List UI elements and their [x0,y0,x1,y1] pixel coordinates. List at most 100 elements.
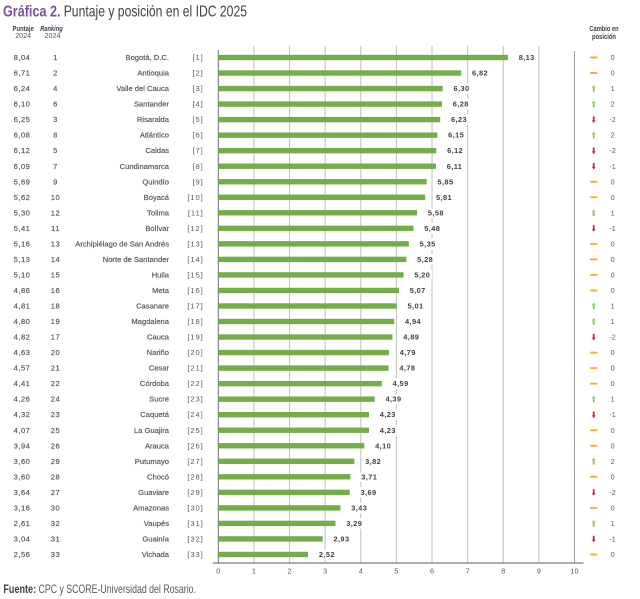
svg-text:6: 6 [53,100,58,109]
svg-text:4,86: 4,86 [14,286,31,295]
svg-text:4: 4 [359,566,363,575]
svg-text:0: 0 [611,286,615,295]
svg-text:[7]: [7] [192,146,203,155]
svg-text:2,61: 2,61 [14,519,31,528]
svg-text:4,26: 4,26 [14,395,31,404]
svg-text:4,07: 4,07 [14,426,31,435]
svg-text:17: 17 [51,333,60,342]
svg-text:5,16: 5,16 [14,239,31,248]
svg-text:28: 28 [51,472,60,481]
svg-text:4,89: 4,89 [403,333,419,342]
svg-text:4,10: 4,10 [375,441,391,450]
svg-text:5,13: 5,13 [14,255,31,264]
svg-text:6,24: 6,24 [14,84,31,93]
svg-text:0: 0 [611,379,615,388]
svg-text:4,23: 4,23 [380,410,396,419]
svg-text:Meta: Meta [152,286,170,295]
svg-text:7: 7 [466,566,470,575]
svg-text:2024: 2024 [45,31,61,40]
svg-text:[6]: [6] [192,131,203,140]
svg-text:[22]: [22] [187,379,203,388]
svg-text:-2: -2 [609,333,615,342]
svg-text:26: 26 [51,441,60,450]
svg-text:[29]: [29] [187,488,203,497]
svg-text:0: 0 [611,364,615,373]
svg-text:5,28: 5,28 [417,255,433,264]
svg-text:5,41: 5,41 [14,224,31,233]
svg-text:Cambio en: Cambio en [589,24,618,33]
svg-text:Norte de Santander: Norte de Santander [103,255,170,264]
svg-text:6,71: 6,71 [14,69,31,78]
svg-text:8,04: 8,04 [14,53,31,62]
svg-text:3,60: 3,60 [14,472,31,481]
svg-text:[2]: [2] [192,69,203,78]
svg-text:Putumayo: Putumayo [135,457,169,466]
svg-text:Gráfica 2.: Gráfica 2. [3,3,61,20]
svg-text:Caldas: Caldas [145,146,169,155]
svg-text:Cauca: Cauca [147,333,170,342]
svg-text:9: 9 [537,566,541,575]
svg-text:32: 32 [51,519,60,528]
svg-text:0: 0 [611,441,615,450]
svg-text:3,94: 3,94 [14,441,31,450]
svg-text:Amazonas: Amazonas [133,503,169,512]
svg-text:3,43: 3,43 [351,503,367,512]
svg-text:5,20: 5,20 [414,270,430,279]
svg-text:[3]: [3] [192,84,203,93]
svg-text:2,52: 2,52 [319,550,335,559]
svg-text:4,81: 4,81 [14,302,31,311]
svg-text:[9]: [9] [192,177,203,186]
svg-text:Bogotá, D.C.: Bogotá, D.C. [126,53,169,62]
svg-text:29: 29 [51,457,60,466]
svg-text:[5]: [5] [192,115,203,124]
svg-text:Arauca: Arauca [145,441,170,450]
svg-text:5,35: 5,35 [420,239,436,248]
svg-text:4,41: 4,41 [14,379,31,388]
svg-text:10: 10 [571,566,579,575]
svg-text:5,01: 5,01 [408,302,424,311]
svg-text:Fuente:: Fuente: [3,583,36,596]
svg-text:Vichada: Vichada [142,550,170,559]
svg-text:25: 25 [51,426,60,435]
svg-text:[30]: [30] [187,503,203,512]
svg-text:[25]: [25] [187,426,203,435]
svg-text:0: 0 [216,566,220,575]
svg-text:Guaviare: Guaviare [138,488,169,497]
svg-text:0: 0 [611,550,615,559]
svg-text:0: 0 [611,426,615,435]
svg-text:posición: posición [592,32,616,41]
svg-text:4,32: 4,32 [14,410,31,419]
svg-text:[18]: [18] [187,317,203,326]
svg-text:Sucre: Sucre [149,395,169,404]
svg-text:2: 2 [611,457,615,466]
svg-text:7: 7 [53,162,58,171]
svg-text:5,85: 5,85 [437,177,453,186]
svg-text:9: 9 [53,177,58,186]
svg-text:4,59: 4,59 [393,379,409,388]
svg-text:14: 14 [51,255,60,264]
svg-text:[31]: [31] [187,519,203,528]
svg-text:6,10: 6,10 [14,100,31,109]
svg-text:Puntaje: Puntaje [13,24,34,33]
svg-text:3,29: 3,29 [346,519,362,528]
svg-text:4,80: 4,80 [14,317,31,326]
svg-text:5: 5 [53,146,58,155]
svg-text:13: 13 [51,239,60,248]
svg-text:6,82: 6,82 [472,69,488,78]
svg-text:[15]: [15] [187,270,203,279]
svg-text:21: 21 [51,364,60,373]
svg-text:4,78: 4,78 [399,364,415,373]
svg-text:5,07: 5,07 [410,286,426,295]
svg-text:3: 3 [323,566,327,575]
svg-text:2,93: 2,93 [333,534,349,543]
svg-text:3,71: 3,71 [361,472,377,481]
svg-text:5,30: 5,30 [14,208,31,217]
svg-text:1: 1 [53,53,58,62]
svg-text:1: 1 [611,395,615,404]
svg-text:3,16: 3,16 [14,503,31,512]
svg-text:-1: -1 [609,410,615,419]
svg-text:[19]: [19] [187,333,203,342]
svg-text:[27]: [27] [187,457,203,466]
svg-text:0: 0 [611,239,615,248]
svg-text:Puntaje y posición en el IDC 2: Puntaje y posición en el IDC 2025 [64,3,247,20]
